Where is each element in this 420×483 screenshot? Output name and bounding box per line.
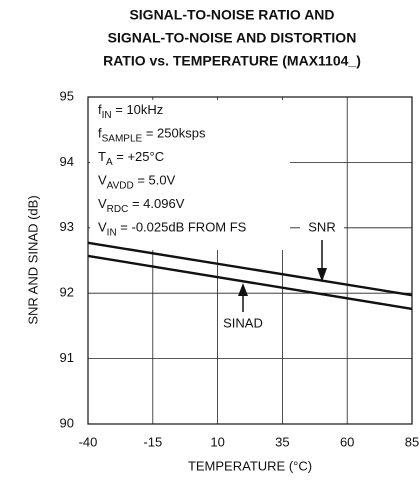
condition-subscript: A <box>106 157 113 168</box>
y-tick-label: 94 <box>60 154 74 169</box>
y-tick-label: 91 <box>60 350 74 365</box>
condition-part: T <box>98 149 106 164</box>
condition-subscript: RDC <box>107 204 129 215</box>
condition-part: V <box>98 173 107 188</box>
y-axis-label: SNR AND SINAD (dB) <box>25 195 40 324</box>
y-tick-label: 93 <box>60 219 74 234</box>
x-axis-label: TEMPERATURE (°C) <box>188 458 312 473</box>
condition-part: = +25°C <box>113 149 164 164</box>
condition-text: TA = +25°C <box>98 149 164 167</box>
conditions-background <box>90 100 290 250</box>
chart-title: RATIO vs. TEMPERATURE (MAX1104_) <box>103 53 361 69</box>
series-label: SNR <box>308 219 335 234</box>
x-tick-label: 85 <box>405 434 419 449</box>
y-tick-label: 90 <box>60 415 74 430</box>
arrow-head <box>317 268 327 282</box>
x-tick-label: -15 <box>143 434 162 449</box>
x-tick-label: 10 <box>210 434 224 449</box>
condition-part: f <box>98 102 102 117</box>
label-background <box>300 218 344 238</box>
condition-subscript: IN <box>107 227 117 238</box>
series-line <box>87 241 413 297</box>
y-tick-label: 95 <box>60 88 74 103</box>
condition-part: f <box>98 126 102 141</box>
condition-part: V <box>98 220 107 235</box>
condition-part: = 5.0V <box>134 173 176 188</box>
plot-frame <box>87 96 413 425</box>
condition-text: VIN = -0.025dB FROM FS <box>98 220 247 238</box>
condition-text: VRDC = 4.096V <box>98 196 185 214</box>
condition-part: = 250ksps <box>142 126 206 141</box>
x-tick-label: 35 <box>275 434 289 449</box>
series-label: SINAD <box>223 315 263 330</box>
arrow-head <box>238 283 248 296</box>
condition-text: fIN = 10kHz <box>98 102 163 120</box>
x-tick-label: -40 <box>79 434 98 449</box>
condition-text: fSAMPLE = 250ksps <box>98 126 206 144</box>
chart-title: SIGNAL-TO-NOISE AND DISTORTION <box>108 30 357 46</box>
condition-part: = 4.096V <box>128 196 184 211</box>
condition-text: VAVDD = 5.0V <box>98 173 176 191</box>
x-tick-label: 60 <box>340 434 354 449</box>
condition-part: = -0.025dB FROM FS <box>117 220 247 235</box>
condition-subscript: AVDD <box>107 180 134 191</box>
series-line <box>87 254 413 311</box>
condition-subscript: SAMPLE <box>102 133 143 144</box>
y-tick-label: 92 <box>60 285 74 300</box>
chart-title: SIGNAL-TO-NOISE RATIO AND <box>129 7 334 23</box>
condition-part: V <box>98 196 107 211</box>
condition-subscript: IN <box>102 110 112 121</box>
condition-part: = 10kHz <box>112 102 164 117</box>
